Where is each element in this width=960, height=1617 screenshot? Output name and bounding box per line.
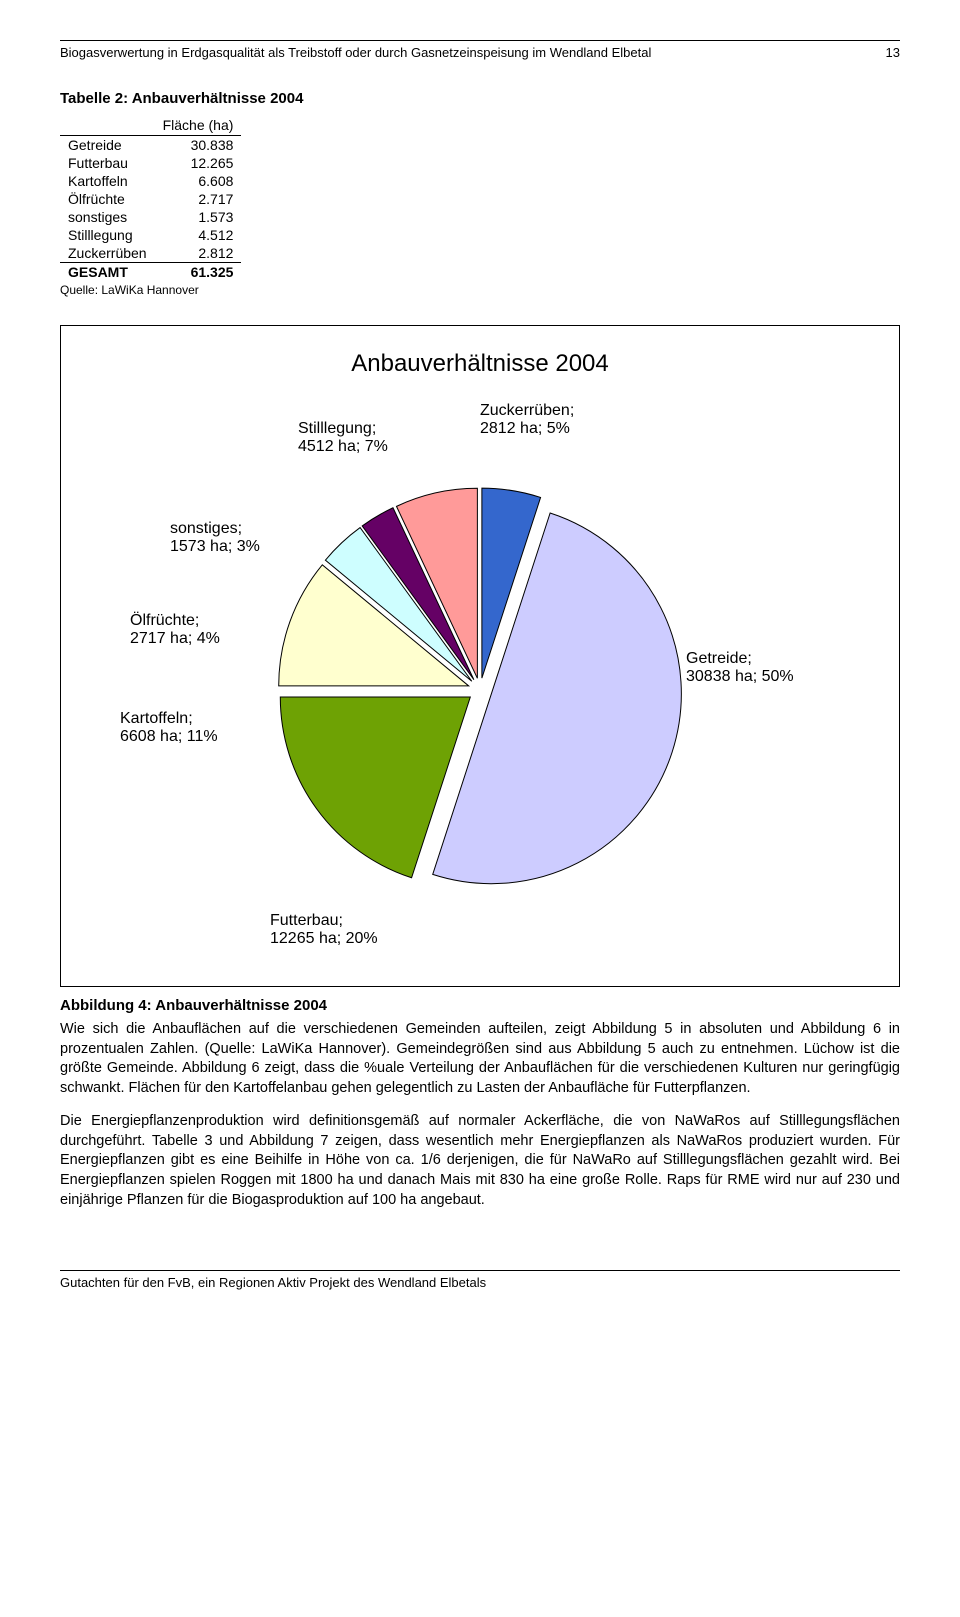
paragraph-2: Die Energiepflanzenproduktion wird defin… <box>60 1112 900 1210</box>
table-cell-label: Getreide <box>60 136 155 155</box>
table-row: Kartoffeln6.608 <box>60 172 241 190</box>
table-total-value: 61.325 <box>155 263 242 282</box>
table-cell-label: Futterbau <box>60 154 155 172</box>
table-cell-label: Kartoffeln <box>60 172 155 190</box>
footer-rule <box>60 1270 900 1271</box>
table-title: Tabelle 2: Anbauverhältnisse 2004 <box>60 90 900 107</box>
pie-label-getreide: Getreide;30838 ha; 50% <box>686 650 794 686</box>
table-source: Quelle: LaWiKa Hannover <box>60 283 900 297</box>
table-row: Stilllegung4.512 <box>60 226 241 244</box>
pie-label-kartoffeln: Kartoffeln;6608 ha; 11% <box>120 710 218 746</box>
table-row: Zuckerrüben2.812 <box>60 244 241 263</box>
table-cell-value: 12.265 <box>155 154 242 172</box>
table-row: Futterbau12.265 <box>60 154 241 172</box>
footer-text: Gutachten für den FvB, ein Regionen Akti… <box>60 1275 900 1290</box>
table-cell-label: Ölfrüchte <box>60 190 155 208</box>
table-cell-label: Stilllegung <box>60 226 155 244</box>
table-col-empty <box>60 115 155 136</box>
header-rule <box>60 40 900 41</box>
pie-label-zuckerrüben: Zuckerrüben;2812 ha; 5% <box>480 402 574 438</box>
table-cell-label: sonstiges <box>60 208 155 226</box>
header-left: Biogasverwertung in Erdgasqualität als T… <box>60 45 651 60</box>
pie-label-futterbau: Futterbau;12265 ha; 20% <box>270 912 378 948</box>
table-cell-label: Zuckerrüben <box>60 244 155 263</box>
pie-wrap: Zuckerrüben;2812 ha; 5% Getreide;30838 ha… <box>130 390 830 950</box>
table-row-total: GESAMT61.325 <box>60 263 241 282</box>
page-header: Biogasverwertung in Erdgasqualität als T… <box>60 45 900 60</box>
table-row: Getreide30.838 <box>60 136 241 155</box>
table-row: Ölfrüchte2.717 <box>60 190 241 208</box>
table-cell-value: 2.717 <box>155 190 242 208</box>
table-cell-value: 2.812 <box>155 244 242 263</box>
table-total-label: GESAMT <box>60 263 155 282</box>
paragraph-1: Wie sich die Anbauflächen auf die versch… <box>60 1020 900 1098</box>
data-table: Fläche (ha) Getreide30.838Futterbau12.26… <box>60 115 241 281</box>
pie-label-stilllegung: Stilllegung;4512 ha; 7% <box>298 420 388 456</box>
pie-label-sonstiges: sonstiges;1573 ha; 3% <box>170 520 260 556</box>
table-cell-value: 4.512 <box>155 226 242 244</box>
pie-label-ölfrüchte: Ölfrüchte;2717 ha; 4% <box>130 612 220 648</box>
table-cell-value: 1.573 <box>155 208 242 226</box>
table-cell-value: 30.838 <box>155 136 242 155</box>
table-col-header: Fläche (ha) <box>155 115 242 136</box>
chart-title: Anbauverhältnisse 2004 <box>81 350 879 378</box>
header-page-number: 13 <box>886 45 900 60</box>
table-row: sonstiges1.573 <box>60 208 241 226</box>
table-cell-value: 6.608 <box>155 172 242 190</box>
chart-container: Anbauverhältnisse 2004 Zuckerrüben;2812 … <box>60 325 900 987</box>
figure-caption: Abbildung 4: Anbauverhältnisse 2004 <box>60 997 900 1014</box>
